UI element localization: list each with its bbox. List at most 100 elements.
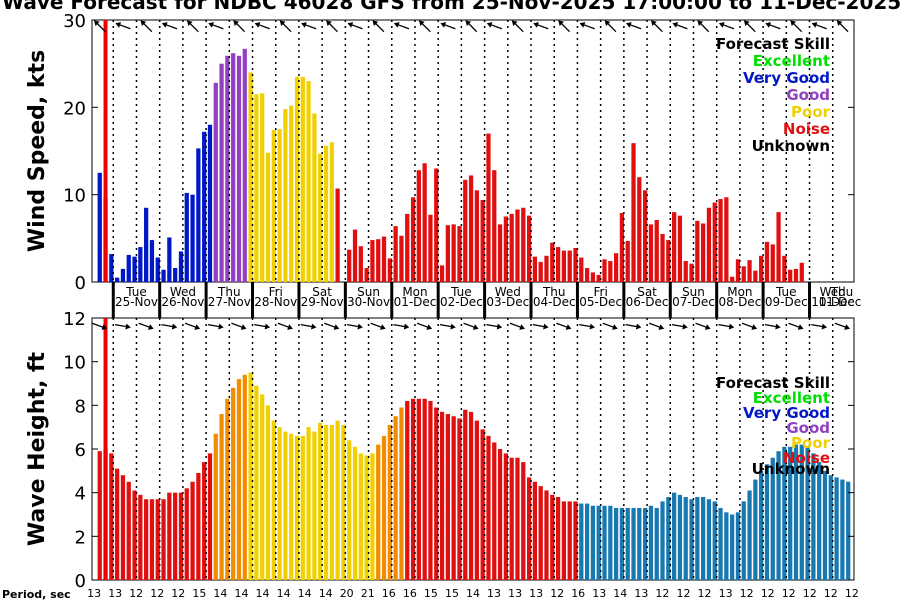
bar — [561, 501, 567, 580]
bar — [416, 398, 421, 580]
bar — [747, 260, 752, 282]
chart-title: Wave Forecast for NDBC 46028 GFS from 25… — [2, 0, 900, 14]
period-value: 12 — [677, 587, 691, 600]
period-value: 15 — [192, 587, 206, 600]
bar — [730, 514, 735, 580]
bar — [358, 246, 363, 282]
bar — [312, 113, 317, 282]
bar — [132, 490, 137, 580]
day-of-week-label: Sun — [682, 285, 705, 299]
bar — [126, 254, 131, 282]
y-tick-label: 0 — [75, 571, 86, 592]
direction-arrow — [372, 20, 385, 33]
bar — [625, 240, 630, 282]
bar — [405, 400, 410, 580]
y-tick-label: 20 — [63, 98, 86, 119]
bar — [225, 398, 230, 580]
direction-arrow — [347, 323, 363, 330]
direction-arrow — [579, 22, 595, 30]
wave-bars — [97, 318, 851, 580]
bar — [254, 94, 259, 282]
bar — [608, 505, 613, 580]
bar — [544, 255, 549, 282]
bar — [474, 420, 479, 580]
bar — [492, 442, 497, 580]
day-of-week-label: Wed — [170, 285, 196, 299]
bar — [236, 379, 242, 580]
bar — [190, 481, 195, 580]
wave-panel: 0 2 4 6 8 10 12 Wave Height, ft Forecast Skill… — [25, 309, 855, 592]
day-divider — [808, 282, 812, 318]
bar — [741, 501, 746, 580]
direction-arrow — [625, 22, 642, 30]
period-value: 12 — [782, 587, 796, 600]
direction-arrow — [300, 323, 317, 330]
direction-arrow — [138, 322, 154, 330]
bar — [706, 207, 712, 282]
bar — [474, 190, 479, 282]
bar — [602, 259, 607, 282]
direction-arrow — [509, 322, 526, 330]
bar — [149, 499, 155, 580]
bar — [97, 451, 102, 580]
bar — [480, 429, 485, 580]
bar — [219, 63, 224, 282]
direction-arrow — [393, 22, 410, 30]
direction-arrow — [533, 22, 549, 30]
wind-panel: 0 10 20 30 Wind Speed, kts Forecast Skill E… — [25, 11, 855, 294]
wave-legend-poor: Poor — [791, 434, 831, 452]
bar — [428, 400, 433, 580]
bar — [724, 197, 729, 282]
date-label: 07-Dec — [672, 295, 715, 309]
day-of-week-label: Mon — [402, 285, 427, 299]
direction-arrow — [393, 323, 410, 330]
bar — [236, 55, 242, 283]
direction-arrow — [301, 22, 317, 30]
bar — [451, 224, 456, 282]
y-tick-label: 12 — [63, 309, 86, 330]
direction-arrow — [347, 22, 363, 30]
direction-arrow — [672, 22, 688, 30]
bar — [701, 223, 706, 282]
bar — [138, 494, 143, 580]
date-label: 26-Nov — [161, 295, 204, 309]
bar — [381, 236, 387, 282]
bar — [155, 499, 160, 580]
direction-arrow — [602, 322, 618, 330]
bar — [486, 133, 491, 282]
wind-legend: Forecast Skill Excellent Very Good Good … — [716, 35, 831, 155]
period-value: 14 — [277, 587, 291, 600]
bar — [590, 272, 596, 282]
bar — [271, 420, 276, 580]
bar — [213, 433, 218, 580]
direction-arrow — [695, 322, 711, 330]
bar — [364, 268, 369, 282]
direction-arrow — [651, 20, 663, 33]
y-tick-label: 4 — [75, 484, 86, 505]
period-value: 12 — [824, 587, 838, 600]
wave-y-ticks: 0 2 4 6 8 10 12 — [63, 309, 854, 592]
bar — [231, 53, 236, 282]
bar — [202, 462, 207, 580]
direction-arrow — [765, 22, 781, 30]
bar — [497, 449, 503, 580]
direction-arrow — [604, 20, 617, 33]
bar — [376, 239, 381, 282]
bar — [764, 464, 770, 580]
bar — [544, 490, 549, 580]
bar — [323, 424, 329, 580]
bar — [445, 225, 450, 282]
bar — [439, 411, 445, 580]
direction-arrow — [279, 20, 292, 33]
wave-direction-arrows — [91, 322, 850, 330]
date-label: 28-Nov — [254, 295, 297, 309]
bar — [747, 490, 752, 580]
bar — [260, 93, 265, 282]
day-of-week-label: Tue — [450, 285, 472, 299]
wind-legend-very-good: Very Good — [743, 69, 830, 87]
bar — [596, 505, 601, 580]
period-value: 14 — [213, 587, 227, 600]
wind-day-lines — [112, 20, 834, 282]
bar — [550, 494, 555, 580]
bar — [352, 446, 358, 580]
